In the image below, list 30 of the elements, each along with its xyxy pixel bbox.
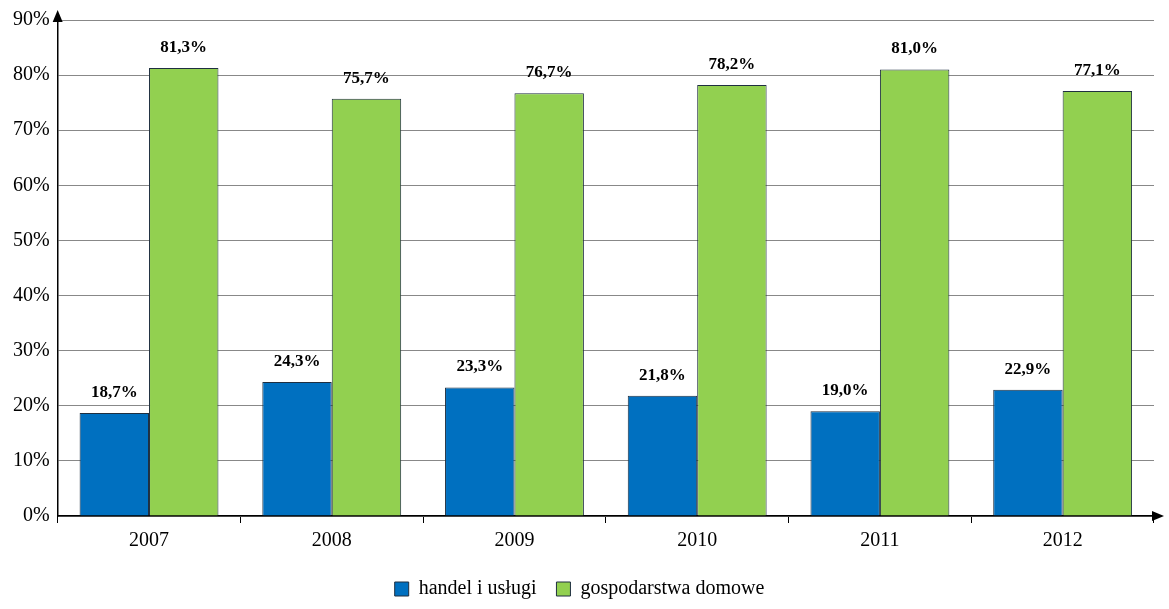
y-tick-label: 30%: [12, 337, 50, 360]
data-label: 21,8%: [639, 364, 686, 384]
y-tick-label: 50%: [12, 227, 50, 250]
data-label: 23,3%: [456, 356, 504, 376]
y-tick-label: 20%: [12, 393, 50, 416]
data-label: 76,7%: [525, 62, 573, 82]
y-tick-label: 80%: [12, 62, 50, 85]
x-tick-label: 2010: [677, 528, 718, 551]
x-tick-label: 2012: [1042, 528, 1083, 551]
data-label: 77,1%: [1073, 59, 1121, 79]
y-tick-label: 10%: [12, 448, 50, 471]
data-label: 18,7%: [90, 381, 138, 401]
data-label: 81,3%: [160, 36, 208, 56]
data-label: 75,7%: [343, 67, 390, 87]
data-label: 81,0%: [891, 38, 939, 58]
legend-label: gospodarstwa domowe: [580, 576, 765, 600]
x-tick-label: 2007: [129, 528, 170, 551]
data-label: 24,3%: [273, 350, 321, 370]
y-tick-label: 0%: [22, 503, 50, 526]
data-label: 78,2%: [708, 53, 756, 73]
data-label: 19,0%: [821, 380, 869, 400]
y-tick-label: 90%: [12, 7, 50, 30]
x-tick-label: 2009: [494, 528, 535, 551]
y-tick-label: 60%: [12, 172, 50, 195]
y-tick-label: 40%: [12, 282, 50, 305]
y-tick-label: 70%: [12, 117, 50, 140]
legend-label: handel i usługi: [418, 576, 537, 600]
x-tick-label: 2008: [311, 528, 352, 551]
data-label: 22,9%: [1004, 358, 1052, 378]
x-tick-label: 2011: [860, 528, 900, 551]
